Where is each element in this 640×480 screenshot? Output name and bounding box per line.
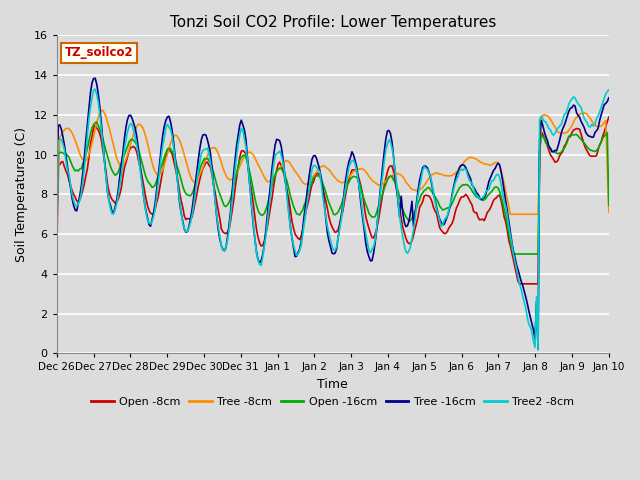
Open -16cm	[296, 212, 303, 218]
Open -16cm	[509, 251, 517, 257]
Tree -8cm	[605, 209, 612, 215]
Open -8cm	[294, 235, 302, 241]
Open -16cm	[93, 120, 100, 125]
Line: Open -16cm: Open -16cm	[57, 122, 609, 254]
Open -8cm	[576, 126, 584, 132]
Open -8cm	[218, 226, 225, 231]
X-axis label: Time: Time	[317, 378, 348, 391]
Tree -16cm	[296, 246, 303, 252]
Y-axis label: Soil Temperatures (C): Soil Temperatures (C)	[15, 127, 28, 262]
Tree -8cm	[53, 211, 61, 217]
Tree -8cm	[576, 112, 584, 118]
Open -8cm	[53, 257, 61, 263]
Tree -8cm	[99, 108, 107, 113]
Open -8cm	[245, 170, 253, 176]
Tree2 -8cm	[53, 244, 61, 250]
Open -8cm	[516, 281, 524, 287]
Tree2 -8cm	[577, 105, 585, 110]
Legend: Open -8cm, Tree -8cm, Open -16cm, Tree -16cm, Tree2 -8cm: Open -8cm, Tree -8cm, Open -16cm, Tree -…	[87, 393, 579, 411]
Open -16cm	[237, 155, 245, 160]
Line: Tree -16cm: Tree -16cm	[57, 78, 609, 349]
Tree2 -8cm	[605, 87, 612, 93]
Open -16cm	[605, 203, 612, 208]
Tree -16cm	[534, 347, 542, 352]
Open -8cm	[236, 155, 244, 160]
Tree -8cm	[219, 165, 227, 170]
Tree -16cm	[53, 237, 61, 242]
Tree -8cm	[246, 149, 254, 155]
Tree2 -8cm	[237, 126, 245, 132]
Tree -16cm	[577, 119, 585, 124]
Tree -8cm	[296, 175, 303, 180]
Line: Open -8cm: Open -8cm	[57, 117, 609, 284]
Open -16cm	[122, 148, 130, 154]
Open -16cm	[219, 199, 227, 205]
Tree -16cm	[246, 190, 254, 196]
Tree -8cm	[122, 156, 130, 162]
Tree2 -8cm	[246, 190, 254, 196]
Tree -16cm	[122, 124, 130, 130]
Text: TZ_soilco2: TZ_soilco2	[65, 47, 134, 60]
Line: Tree2 -8cm: Tree2 -8cm	[57, 89, 609, 349]
Open -8cm	[605, 114, 612, 120]
Tree -16cm	[219, 246, 227, 252]
Tree -8cm	[237, 160, 245, 166]
Tree2 -8cm	[219, 248, 227, 253]
Open -16cm	[246, 173, 254, 179]
Tree2 -8cm	[92, 86, 99, 92]
Line: Tree -8cm: Tree -8cm	[57, 110, 609, 214]
Open -8cm	[120, 165, 128, 171]
Open -16cm	[53, 218, 61, 224]
Tree2 -8cm	[122, 137, 130, 143]
Tree2 -8cm	[296, 247, 303, 253]
Open -16cm	[577, 136, 585, 142]
Title: Tonzi Soil CO2 Profile: Lower Temperatures: Tonzi Soil CO2 Profile: Lower Temperatur…	[170, 15, 496, 30]
Tree2 -8cm	[534, 347, 542, 352]
Tree -16cm	[605, 95, 612, 101]
Tree -16cm	[92, 75, 99, 81]
Tree -16cm	[237, 117, 245, 123]
